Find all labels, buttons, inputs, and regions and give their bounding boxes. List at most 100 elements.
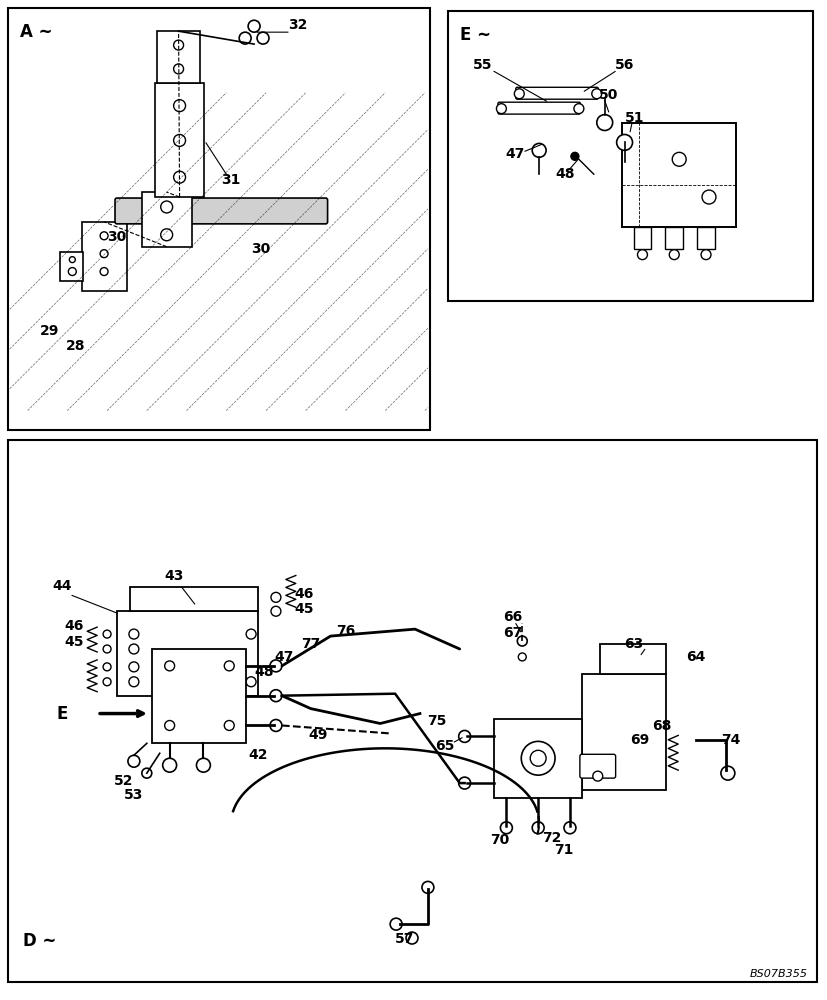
FancyBboxPatch shape	[497, 102, 580, 114]
Text: E ~: E ~	[459, 26, 490, 44]
Text: 45: 45	[65, 635, 84, 649]
Polygon shape	[82, 222, 127, 291]
Circle shape	[174, 64, 184, 74]
Text: 74: 74	[720, 733, 739, 747]
Bar	[7, 440, 816, 982]
Text: 47: 47	[274, 650, 294, 664]
Text: 44: 44	[53, 579, 72, 593]
Text: 67: 67	[502, 626, 521, 640]
Circle shape	[174, 100, 185, 112]
Circle shape	[616, 134, 632, 150]
Text: 63: 63	[623, 637, 643, 651]
Circle shape	[517, 636, 527, 646]
Text: 75: 75	[427, 714, 446, 728]
Text: 43: 43	[164, 569, 183, 583]
Circle shape	[529, 750, 546, 766]
Text: 42: 42	[248, 748, 267, 762]
Circle shape	[174, 40, 184, 50]
Polygon shape	[665, 227, 682, 249]
Circle shape	[160, 201, 172, 213]
Text: 70: 70	[490, 833, 509, 847]
Circle shape	[701, 190, 715, 204]
Circle shape	[637, 250, 647, 260]
Circle shape	[224, 661, 234, 671]
Text: 68: 68	[651, 719, 670, 733]
Circle shape	[668, 250, 678, 260]
Polygon shape	[141, 192, 191, 247]
Text: 55: 55	[472, 58, 492, 72]
Circle shape	[270, 690, 281, 702]
Circle shape	[103, 678, 111, 686]
Polygon shape	[117, 611, 258, 696]
Text: 72: 72	[542, 831, 561, 845]
Circle shape	[248, 20, 260, 32]
Polygon shape	[151, 649, 246, 743]
Circle shape	[165, 721, 174, 730]
Text: 45: 45	[294, 602, 313, 616]
Text: 46: 46	[294, 587, 313, 601]
Polygon shape	[621, 123, 735, 227]
Circle shape	[162, 758, 176, 772]
Text: 30: 30	[251, 242, 270, 256]
Text: 50: 50	[598, 88, 618, 102]
Text: 71: 71	[553, 843, 573, 857]
Text: 47: 47	[505, 147, 524, 161]
Polygon shape	[155, 83, 204, 197]
Circle shape	[496, 104, 506, 114]
FancyBboxPatch shape	[115, 198, 327, 224]
Circle shape	[571, 152, 578, 160]
Polygon shape	[60, 252, 84, 281]
Circle shape	[500, 822, 512, 834]
Circle shape	[100, 232, 108, 240]
Text: 31: 31	[222, 173, 241, 187]
Circle shape	[129, 677, 139, 687]
Circle shape	[129, 629, 139, 639]
Circle shape	[141, 768, 151, 778]
Circle shape	[103, 663, 111, 671]
Circle shape	[103, 630, 111, 638]
Circle shape	[165, 661, 174, 671]
Polygon shape	[581, 674, 666, 790]
Text: 28: 28	[65, 339, 85, 353]
Text: 48: 48	[254, 665, 274, 679]
Circle shape	[514, 89, 523, 99]
Text: 51: 51	[624, 111, 643, 125]
Text: 49: 49	[308, 728, 327, 742]
FancyBboxPatch shape	[515, 87, 598, 99]
Circle shape	[720, 766, 734, 780]
Circle shape	[100, 250, 108, 258]
Circle shape	[160, 229, 172, 241]
Circle shape	[458, 777, 470, 789]
Circle shape	[246, 677, 256, 687]
Text: D ~: D ~	[22, 932, 56, 950]
Circle shape	[239, 32, 251, 44]
Circle shape	[270, 606, 280, 616]
Text: 57: 57	[395, 932, 414, 946]
Polygon shape	[130, 587, 258, 611]
Circle shape	[532, 822, 543, 834]
Circle shape	[422, 881, 433, 893]
Circle shape	[246, 629, 256, 639]
Circle shape	[128, 755, 140, 767]
Polygon shape	[599, 644, 666, 674]
Circle shape	[256, 32, 269, 44]
Circle shape	[196, 758, 210, 772]
Text: 76: 76	[336, 624, 355, 638]
Circle shape	[573, 104, 583, 114]
Circle shape	[270, 660, 281, 672]
Polygon shape	[696, 227, 714, 249]
Circle shape	[390, 918, 402, 930]
Circle shape	[521, 741, 554, 775]
Bar	[7, 8, 429, 430]
Bar	[447, 11, 812, 301]
Text: 32: 32	[288, 18, 307, 32]
Circle shape	[69, 257, 75, 263]
FancyBboxPatch shape	[579, 754, 615, 778]
Circle shape	[458, 730, 470, 742]
Circle shape	[596, 115, 612, 130]
Circle shape	[563, 822, 576, 834]
Polygon shape	[494, 719, 581, 798]
Text: 64: 64	[686, 650, 705, 664]
Text: E: E	[56, 705, 68, 723]
Circle shape	[129, 644, 139, 654]
